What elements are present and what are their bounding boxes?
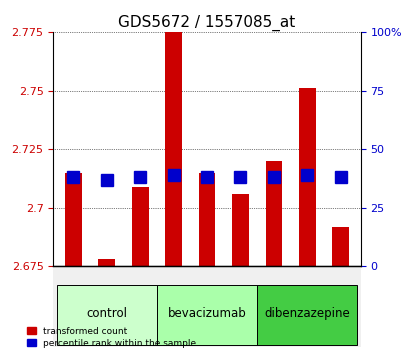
- Bar: [132, 187, 148, 267]
- Bar: [332, 227, 348, 267]
- Bar: [98, 259, 115, 267]
- Bar: [265, 161, 281, 267]
- Text: control: control: [86, 307, 127, 320]
- FancyBboxPatch shape: [157, 285, 256, 345]
- FancyBboxPatch shape: [56, 285, 157, 345]
- FancyBboxPatch shape: [256, 285, 357, 345]
- Legend: transformed count, percentile rank within the sample: transformed count, percentile rank withi…: [25, 325, 198, 349]
- Bar: [165, 32, 182, 267]
- Bar: [198, 173, 215, 267]
- Bar: [298, 88, 315, 267]
- Title: GDS5672 / 1557085_at: GDS5672 / 1557085_at: [118, 14, 295, 30]
- Bar: [231, 194, 248, 267]
- Text: dibenzazepine: dibenzazepine: [264, 307, 349, 320]
- Text: bevacizumab: bevacizumab: [167, 307, 246, 320]
- Bar: [65, 173, 81, 267]
